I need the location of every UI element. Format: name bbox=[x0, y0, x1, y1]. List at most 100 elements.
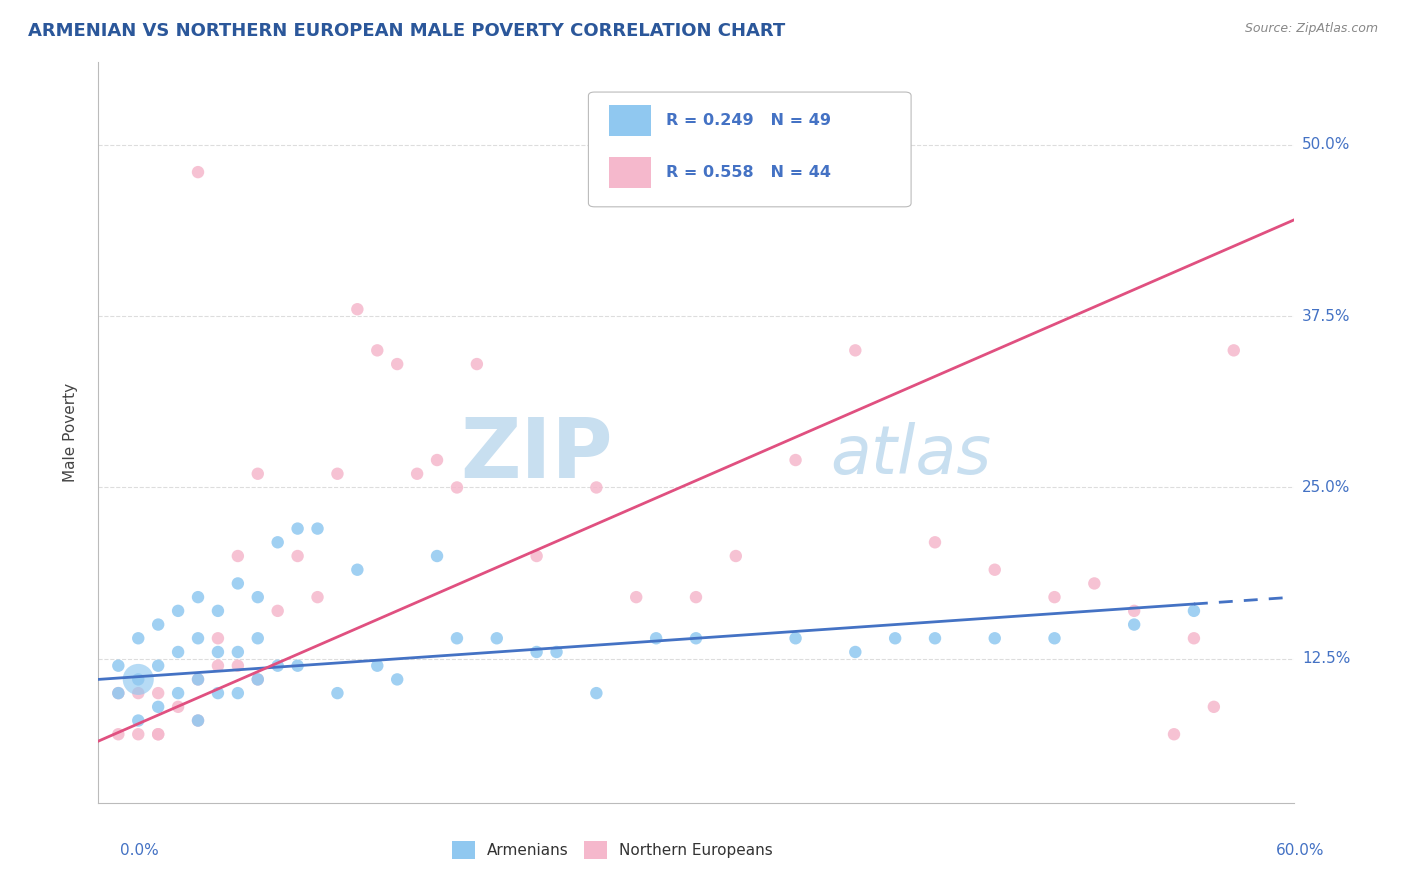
Point bbox=[1123, 617, 1146, 632]
Text: 50.0%: 50.0% bbox=[1302, 137, 1350, 153]
Point bbox=[207, 645, 229, 659]
Point bbox=[226, 576, 249, 591]
Point bbox=[226, 645, 249, 659]
Point bbox=[685, 632, 707, 646]
Point bbox=[346, 563, 368, 577]
Point bbox=[526, 549, 548, 563]
Point bbox=[1123, 604, 1146, 618]
Point bbox=[844, 645, 866, 659]
Point bbox=[187, 673, 209, 687]
Point bbox=[366, 658, 388, 673]
Point bbox=[127, 673, 149, 687]
Point bbox=[287, 522, 309, 536]
Text: 12.5%: 12.5% bbox=[1302, 651, 1350, 666]
Point bbox=[107, 686, 129, 700]
Point bbox=[127, 686, 149, 700]
Point bbox=[1182, 604, 1205, 618]
Point bbox=[246, 673, 269, 687]
Point bbox=[785, 632, 807, 646]
Text: R = 0.249   N = 49: R = 0.249 N = 49 bbox=[666, 113, 831, 128]
Point bbox=[984, 632, 1007, 646]
Point bbox=[226, 686, 249, 700]
Y-axis label: Male Poverty: Male Poverty bbox=[63, 383, 77, 483]
Point bbox=[148, 686, 170, 700]
Point bbox=[645, 632, 668, 646]
Point bbox=[426, 453, 449, 467]
Point bbox=[187, 632, 209, 646]
Point bbox=[1163, 727, 1185, 741]
Point bbox=[984, 563, 1007, 577]
Point bbox=[167, 645, 190, 659]
Point bbox=[187, 714, 209, 728]
Point bbox=[127, 727, 149, 741]
Point bbox=[148, 727, 170, 741]
Point bbox=[267, 604, 290, 618]
Point bbox=[626, 590, 648, 604]
Point bbox=[246, 673, 269, 687]
Point bbox=[267, 535, 290, 549]
Point bbox=[585, 480, 607, 494]
Point bbox=[167, 699, 190, 714]
Point bbox=[207, 658, 229, 673]
Point bbox=[1202, 699, 1225, 714]
Point bbox=[207, 632, 229, 646]
Point bbox=[246, 467, 269, 481]
Point bbox=[307, 522, 329, 536]
Text: ZIP: ZIP bbox=[460, 414, 613, 495]
Legend: Armenians, Northern Europeans: Armenians, Northern Europeans bbox=[446, 835, 779, 865]
Point bbox=[1083, 576, 1105, 591]
Point bbox=[385, 673, 409, 687]
Text: 25.0%: 25.0% bbox=[1302, 480, 1350, 495]
Point bbox=[385, 357, 409, 371]
Point bbox=[924, 632, 946, 646]
Text: atlas: atlas bbox=[831, 422, 991, 488]
Point bbox=[526, 645, 548, 659]
Point bbox=[685, 590, 707, 604]
Point bbox=[187, 673, 209, 687]
Point bbox=[924, 535, 946, 549]
Point bbox=[1043, 632, 1066, 646]
Point bbox=[884, 632, 907, 646]
Point bbox=[1043, 590, 1066, 604]
Text: 0.0%: 0.0% bbox=[120, 843, 159, 858]
FancyBboxPatch shape bbox=[609, 105, 651, 136]
Point bbox=[724, 549, 747, 563]
Point bbox=[127, 632, 149, 646]
Point bbox=[465, 357, 488, 371]
FancyBboxPatch shape bbox=[609, 157, 651, 188]
Point bbox=[426, 549, 449, 563]
Point bbox=[207, 686, 229, 700]
Point bbox=[127, 673, 149, 687]
Text: Source: ZipAtlas.com: Source: ZipAtlas.com bbox=[1244, 22, 1378, 36]
Point bbox=[107, 658, 129, 673]
Text: 37.5%: 37.5% bbox=[1302, 309, 1350, 324]
Point bbox=[346, 302, 368, 317]
Point bbox=[546, 645, 568, 659]
Point bbox=[226, 658, 249, 673]
Point bbox=[187, 165, 209, 179]
Point bbox=[148, 658, 170, 673]
Point bbox=[307, 590, 329, 604]
Text: 60.0%: 60.0% bbox=[1277, 843, 1324, 858]
Point bbox=[207, 604, 229, 618]
Point bbox=[148, 727, 170, 741]
Point bbox=[485, 632, 508, 646]
Point bbox=[246, 590, 269, 604]
Point bbox=[366, 343, 388, 358]
Point bbox=[1223, 343, 1246, 358]
Point bbox=[1182, 632, 1205, 646]
Text: R = 0.558   N = 44: R = 0.558 N = 44 bbox=[666, 165, 831, 180]
Point bbox=[585, 686, 607, 700]
FancyBboxPatch shape bbox=[589, 92, 911, 207]
Point bbox=[148, 617, 170, 632]
Point bbox=[446, 632, 468, 646]
Point bbox=[406, 467, 429, 481]
Point bbox=[167, 686, 190, 700]
Point bbox=[326, 686, 349, 700]
Point bbox=[287, 658, 309, 673]
Point bbox=[785, 453, 807, 467]
Point bbox=[226, 549, 249, 563]
Point bbox=[844, 343, 866, 358]
Point bbox=[127, 714, 149, 728]
Point bbox=[326, 467, 349, 481]
